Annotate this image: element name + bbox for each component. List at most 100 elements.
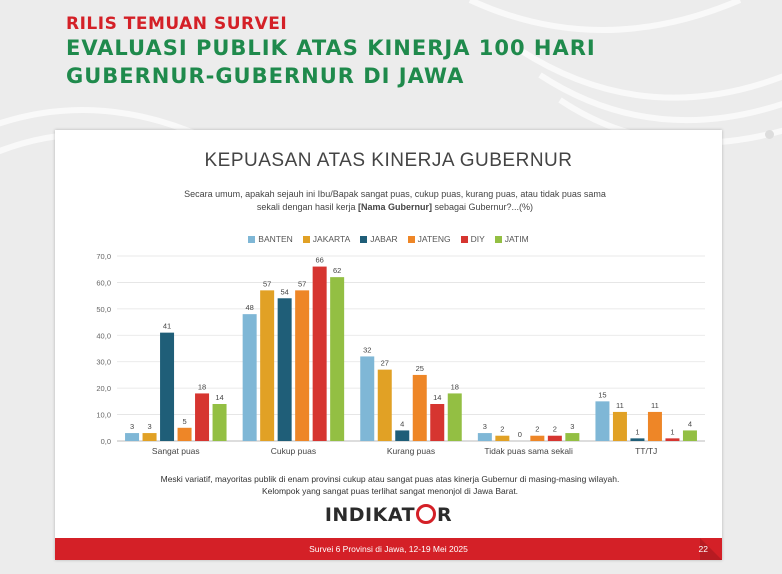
question-line-1: Secara umum, apakah sejauh ini Ibu/Bapak… — [184, 189, 606, 199]
data-label: 57 — [298, 279, 306, 288]
headline-line-2: GUBERNUR-GUBERNUR DI JAWA — [66, 64, 465, 88]
data-label: 5 — [182, 417, 186, 426]
bar-diy — [665, 438, 680, 441]
x-tick-label: Sangat puas — [152, 446, 200, 456]
bar-jakarta — [495, 435, 510, 441]
y-tick-label: 50,0 — [96, 305, 111, 314]
bar-diy — [430, 404, 445, 441]
data-label: 66 — [315, 256, 323, 265]
logo-ring-icon — [416, 504, 437, 524]
data-label: 1 — [670, 427, 674, 436]
bar-jakarta — [260, 290, 275, 441]
question-placeholder: [Nama Gubernur] — [357, 202, 432, 212]
data-label: 18 — [198, 382, 206, 391]
data-label: 0 — [518, 430, 522, 439]
bar-jatim — [447, 393, 462, 441]
bar-jatim — [212, 404, 227, 441]
logo-text-left: INDIKAT — [324, 504, 416, 526]
x-tick-label: Tidak puas sama sekali — [484, 446, 573, 456]
bar-jabar — [630, 438, 645, 441]
data-label: 62 — [333, 266, 341, 275]
bar-banten — [242, 314, 257, 441]
bar-diy — [312, 266, 327, 441]
legend-item-banten: BANTEN — [248, 234, 293, 244]
data-label: 48 — [245, 303, 253, 312]
data-label: 2 — [553, 425, 557, 434]
headline-line-1: EVALUASI PUBLIK ATAS KINERJA 100 HARI — [66, 36, 596, 60]
y-tick-label: 10,0 — [96, 411, 111, 420]
y-tick-label: 40,0 — [96, 331, 111, 340]
chart-note: Meski variatif, mayoritas publik di enam… — [95, 473, 685, 497]
footer-text: Survei 6 Provinsi di Jawa, 12-19 Mei 202… — [309, 544, 468, 554]
legend-item-jakarta: JAKARTA — [302, 234, 350, 244]
data-label: 3 — [147, 422, 151, 431]
data-label: 2 — [500, 425, 504, 434]
data-label: 3 — [570, 422, 574, 431]
page-number: 22 — [698, 544, 708, 554]
legend-swatch — [360, 236, 368, 243]
question-line-2-pre: sekali dengan hasil kerja — [256, 202, 358, 212]
chart-title: KEPUASAN ATAS KINERJA GUBERNUR — [204, 150, 573, 171]
x-tick-label: TT/TJ — [635, 446, 657, 456]
bar-jakarta — [612, 411, 627, 441]
data-label: 11 — [616, 401, 624, 410]
bar-jabar — [395, 430, 410, 441]
data-label: 4 — [400, 419, 404, 428]
data-label: 15 — [598, 390, 606, 399]
legend-label: JATENG — [417, 234, 451, 244]
slide-panel: KEPUASAN ATAS KINERJA GUBERNUR Secara um… — [55, 130, 722, 560]
bar-jateng — [412, 374, 427, 441]
data-label: 2 — [535, 425, 539, 434]
bar-jabar — [277, 298, 292, 441]
bar-jateng — [647, 411, 662, 441]
legend-label: BANTEN — [258, 234, 293, 244]
bar-diy — [547, 435, 562, 441]
legend-item-jabar: JABAR — [360, 234, 398, 244]
data-label: 14 — [433, 393, 441, 402]
legend-item-diy: DIY — [460, 234, 485, 244]
footer-corner-decoration — [700, 538, 722, 560]
bar-jatim — [682, 430, 697, 441]
header-kicker: RILIS TEMUAN SURVEI — [66, 14, 288, 34]
legend-item-jateng: JATENG — [407, 234, 451, 244]
note-line-1: Meski variatif, mayoritas publik di enam… — [160, 474, 620, 484]
data-label: 14 — [215, 393, 223, 402]
data-label: 1 — [635, 427, 639, 436]
data-label: 4 — [688, 419, 692, 428]
bar-banten — [477, 433, 492, 441]
data-label: 57 — [263, 279, 271, 288]
data-label: 54 — [280, 287, 288, 296]
legend-swatch — [494, 236, 502, 243]
y-tick-label: 70,0 — [96, 252, 111, 261]
legend-label: JATIM — [504, 234, 529, 244]
data-label: 18 — [451, 382, 459, 391]
bar-jateng — [177, 427, 192, 441]
y-tick-label: 20,0 — [96, 384, 111, 393]
decorative-dot — [765, 130, 774, 139]
bar-banten — [125, 433, 140, 441]
data-label: 25 — [416, 364, 424, 373]
data-label: 3 — [130, 422, 134, 431]
bar-jakarta — [377, 369, 392, 441]
y-tick-label: 30,0 — [96, 358, 111, 367]
bar-banten — [595, 401, 610, 441]
legend-swatch — [407, 236, 415, 243]
legend-swatch — [248, 236, 256, 243]
legend-swatch — [460, 236, 468, 243]
chart-question: Secara umum, apakah sejauh ini Ibu/Bapak… — [125, 188, 665, 214]
data-label: 27 — [381, 359, 389, 368]
bar-jateng — [530, 435, 545, 441]
bar-jatim — [330, 277, 345, 441]
bar-jateng — [295, 290, 310, 441]
indikator-logo: INDIKAT R — [55, 504, 722, 526]
bar-jatim — [565, 433, 580, 441]
legend-label: DIY — [470, 234, 485, 244]
y-tick-label: 0,0 — [101, 437, 111, 446]
x-tick-label: Kurang puas — [387, 446, 435, 456]
bar-diy — [195, 393, 210, 441]
data-label: 41 — [163, 322, 171, 331]
bar-jakarta — [142, 433, 157, 441]
bar-chart: 0,010,020,030,040,050,060,070,03 34151814… — [96, 252, 705, 456]
legend-swatch — [302, 236, 310, 243]
data-label: 11 — [651, 401, 659, 410]
